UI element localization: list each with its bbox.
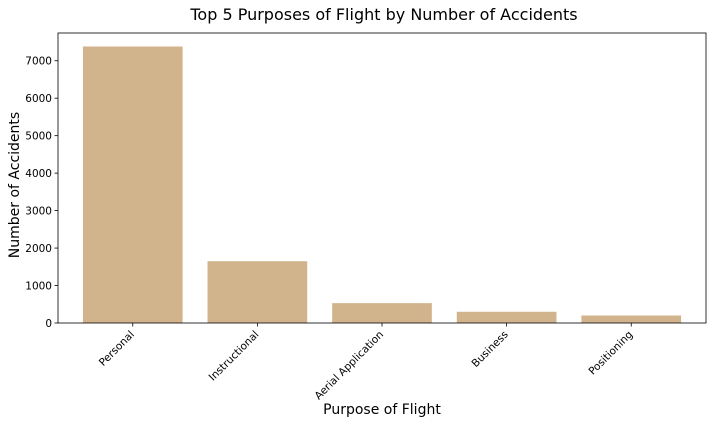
y-tick-label: 0 — [45, 318, 52, 330]
y-tick-label: 2000 — [25, 243, 52, 255]
y-tick-label: 7000 — [25, 56, 52, 68]
x-tick-label: Business — [470, 329, 511, 370]
y-tick-label: 4000 — [25, 168, 52, 180]
y-axis-label: Number of Accidents — [7, 112, 23, 258]
y-tick-label: 3000 — [25, 206, 52, 218]
x-axis-label: Purpose of Flight — [323, 402, 441, 418]
chart-title: Top 5 Purposes of Flight by Number of Ac… — [189, 5, 577, 24]
y-tick-label: 1000 — [25, 281, 52, 293]
x-tick-label: Personal — [97, 329, 137, 369]
bar-instructional — [207, 261, 308, 323]
bar-positioning — [581, 315, 682, 323]
bar-business — [456, 311, 557, 323]
x-tick-label: Aerial Application — [313, 329, 387, 403]
bar-personal — [82, 46, 183, 323]
bar-aerial-application — [332, 303, 432, 323]
x-tick-label: Positioning — [586, 329, 635, 378]
x-tick-label: Instructional — [207, 329, 262, 384]
y-tick-label: 6000 — [25, 93, 52, 105]
y-tick-label: 5000 — [25, 131, 52, 143]
plot-area: 0 1000 2000 3000 4000 5000 6000 7000 Personal Ins… — [25, 32, 707, 403]
